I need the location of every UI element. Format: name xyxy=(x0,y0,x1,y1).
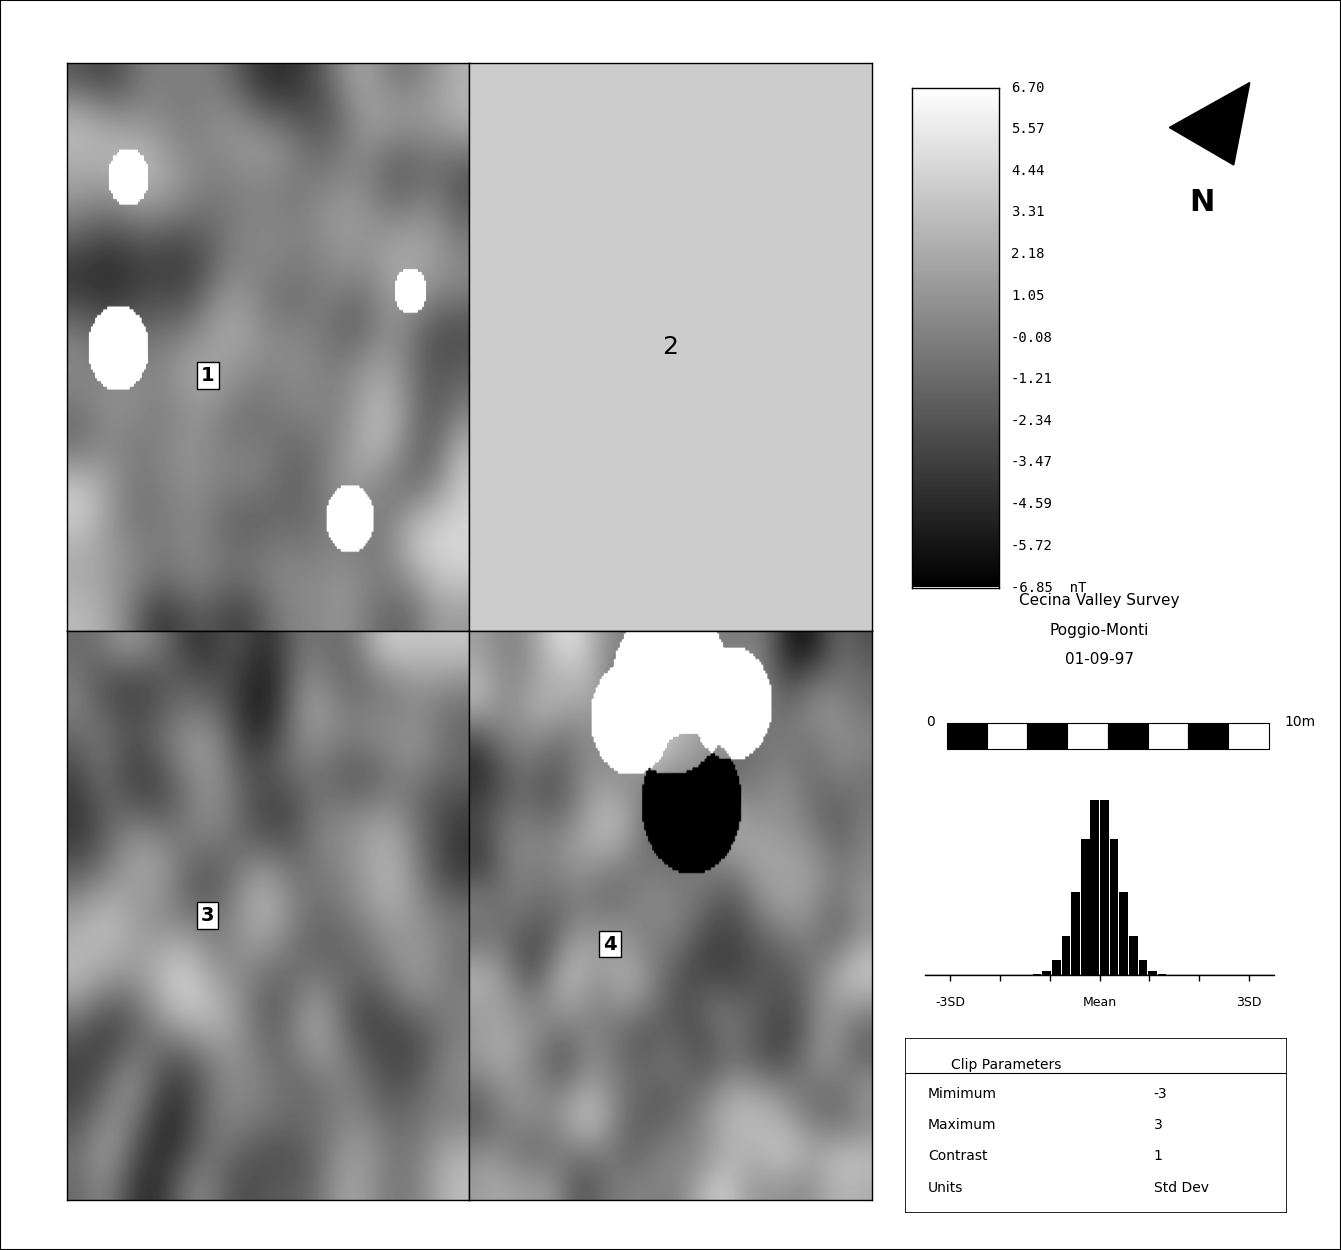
Text: N: N xyxy=(1189,188,1214,218)
Text: Maximum: Maximum xyxy=(928,1118,996,1132)
Text: -4.59: -4.59 xyxy=(1011,498,1053,511)
Bar xyxy=(1027,722,1067,749)
Bar xyxy=(1148,971,1157,975)
Text: 0: 0 xyxy=(927,715,935,729)
Text: Cecina Valley Survey: Cecina Valley Survey xyxy=(1019,592,1180,608)
Text: Std Dev: Std Dev xyxy=(1153,1181,1208,1195)
Bar xyxy=(1081,839,1089,975)
Text: Mean: Mean xyxy=(1082,996,1117,1009)
Bar xyxy=(1139,960,1148,975)
Text: 1.05: 1.05 xyxy=(1011,289,1045,302)
Text: 1: 1 xyxy=(201,366,215,385)
Bar xyxy=(987,722,1027,749)
Bar xyxy=(1042,971,1051,975)
Text: 4: 4 xyxy=(603,935,617,954)
Text: 3: 3 xyxy=(1153,1118,1163,1132)
Bar xyxy=(1110,839,1118,975)
Text: 4.44: 4.44 xyxy=(1011,164,1045,177)
Bar xyxy=(1090,800,1100,975)
Bar xyxy=(1067,722,1108,749)
Bar xyxy=(1062,935,1070,975)
Text: 3: 3 xyxy=(201,906,215,925)
Bar xyxy=(1148,722,1188,749)
Text: -6.85  nT: -6.85 nT xyxy=(1011,580,1086,595)
Text: 2: 2 xyxy=(662,335,679,359)
Text: 01-09-97: 01-09-97 xyxy=(1065,652,1134,668)
Text: 3.31: 3.31 xyxy=(1011,205,1045,220)
Bar xyxy=(1120,892,1128,975)
FancyBboxPatch shape xyxy=(905,1038,1287,1212)
Polygon shape xyxy=(1169,82,1250,165)
Text: 5.57: 5.57 xyxy=(1011,122,1045,136)
Bar xyxy=(1228,722,1269,749)
Bar xyxy=(1129,935,1137,975)
Text: 2.18: 2.18 xyxy=(1011,248,1045,261)
Text: -3SD: -3SD xyxy=(935,996,966,1009)
Text: Mimimum: Mimimum xyxy=(928,1086,998,1100)
Text: -2.34: -2.34 xyxy=(1011,414,1053,428)
Text: Units: Units xyxy=(928,1181,963,1195)
Text: -0.08: -0.08 xyxy=(1011,330,1053,345)
Text: Poggio-Monti: Poggio-Monti xyxy=(1050,622,1149,638)
Bar xyxy=(1188,722,1228,749)
Bar xyxy=(1071,892,1080,975)
Text: 10m: 10m xyxy=(1285,715,1316,729)
Text: -1.21: -1.21 xyxy=(1011,372,1053,386)
Text: -3: -3 xyxy=(1153,1086,1167,1100)
Bar xyxy=(1051,960,1061,975)
Text: -5.72: -5.72 xyxy=(1011,539,1053,552)
Text: Clip Parameters: Clip Parameters xyxy=(951,1059,1062,1072)
Text: 3SD: 3SD xyxy=(1236,996,1262,1009)
Text: 1: 1 xyxy=(1153,1150,1163,1164)
Text: Contrast: Contrast xyxy=(928,1150,987,1164)
Text: -3.47: -3.47 xyxy=(1011,455,1053,470)
Text: 6.70: 6.70 xyxy=(1011,80,1045,95)
Bar xyxy=(1100,800,1109,975)
Bar xyxy=(1108,722,1148,749)
Bar xyxy=(947,722,987,749)
